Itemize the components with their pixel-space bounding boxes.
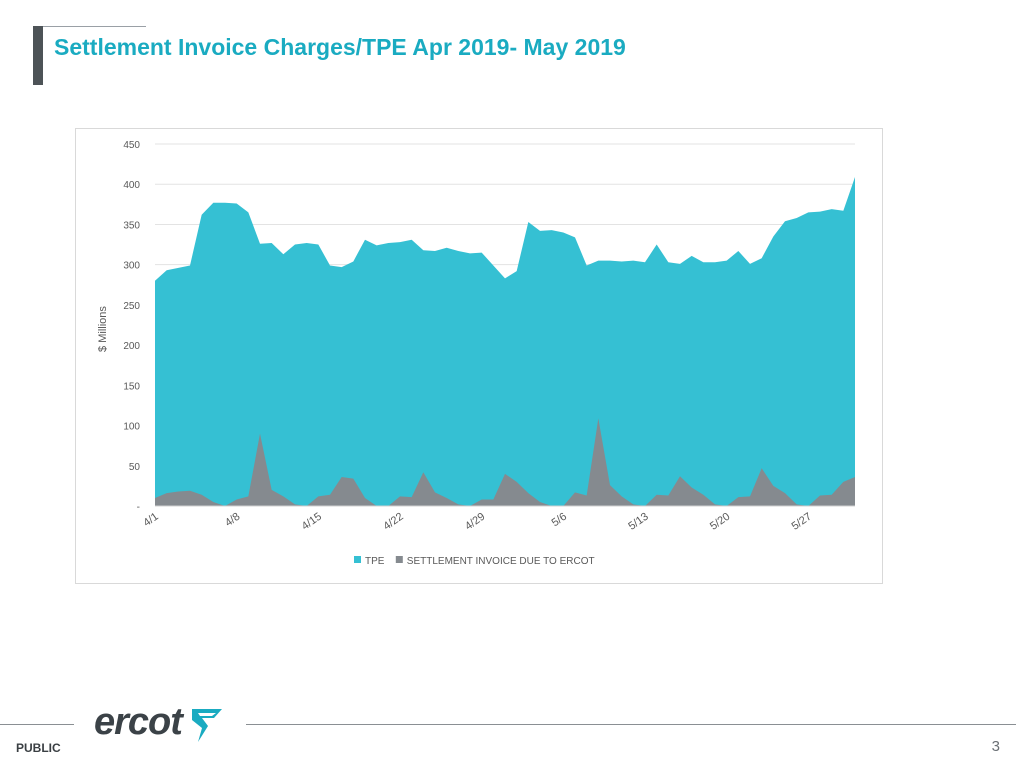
- legend-swatch: [354, 556, 361, 563]
- y-tick-label: 250: [123, 301, 140, 312]
- ercot-logo: ercot: [94, 700, 234, 756]
- y-tick-label: 150: [123, 381, 140, 392]
- x-tick-label: 5/20: [708, 511, 732, 533]
- title-rule: [33, 26, 146, 27]
- footer-rule-right: [246, 724, 1016, 725]
- y-tick-label: 200: [123, 341, 140, 352]
- x-tick-label: 4/22: [381, 511, 405, 533]
- series-areas: [155, 176, 855, 507]
- legend-label: SETTLEMENT INVOICE DUE TO ERCOT: [407, 556, 595, 567]
- slide-title: Settlement Invoice Charges/TPE Apr 2019-…: [54, 34, 626, 60]
- y-tick-label: -: [137, 502, 140, 513]
- y-axis-label: $ Millions: [97, 306, 109, 352]
- legend-label: TPE: [365, 556, 385, 567]
- title-accent-bar: [33, 26, 43, 85]
- footer-rule-left: [0, 724, 74, 725]
- x-tick-label: 4/15: [300, 511, 324, 533]
- x-tick-label: 4/8: [223, 511, 242, 530]
- page-number: 3: [991, 738, 1000, 755]
- series-area-settlement-invoice: [155, 418, 855, 506]
- x-tick-label: 4/1: [141, 511, 160, 530]
- y-tick-labels: - 50 100 150 200 250 300 350 400 450: [123, 140, 140, 513]
- lightning-icon: [192, 709, 222, 742]
- series-area-tpe: [155, 176, 855, 507]
- y-tick-label: 100: [123, 422, 140, 433]
- public-label: PUBLIC: [16, 741, 61, 755]
- y-tick-label: 350: [123, 220, 140, 231]
- y-tick-label: 50: [129, 462, 141, 473]
- logo-wordmark: ercot: [94, 701, 184, 743]
- x-tick-label: 5/6: [550, 511, 569, 530]
- y-tick-label: 300: [123, 261, 140, 272]
- chart-frame: -50 100 150 200 250 300 350 400 450 4/1 4/8 4/15 4/…: [75, 128, 883, 584]
- y-tick-label: 400: [123, 180, 140, 191]
- x-tick-label: 5/13: [626, 511, 650, 533]
- legend-swatch: [395, 556, 403, 563]
- y-tick-label: 450: [123, 140, 140, 151]
- legend: TPE SETTLEMENT INVOICE DUE TO ERCOT: [354, 556, 595, 567]
- x-tick-label: 5/27: [790, 511, 814, 533]
- x-tick-labels: 4/1 4/8 4/15 4/22 4/29 5/6 5/13 5/20 5/27: [141, 511, 814, 533]
- x-tick-label: 4/29: [463, 511, 487, 533]
